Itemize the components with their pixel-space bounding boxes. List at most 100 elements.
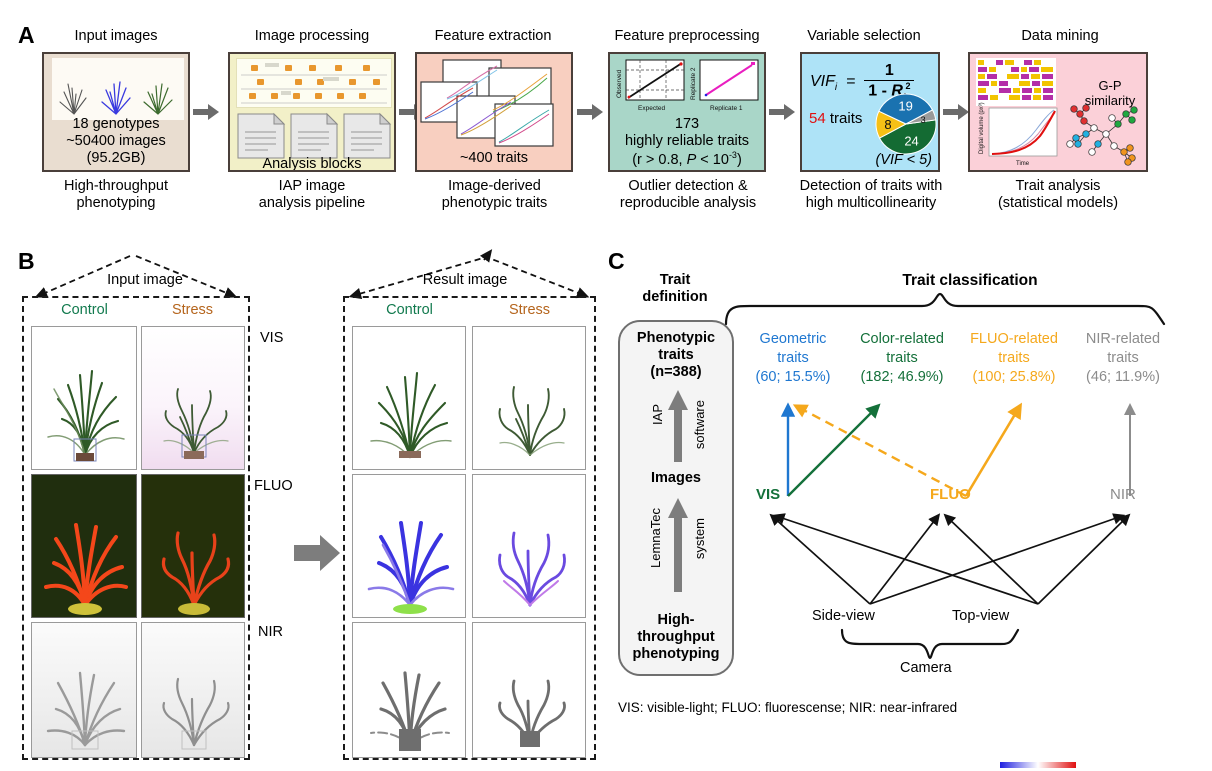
- stage-box-feature-preprocessing: Observed Expected Replicate 2 Replicate …: [608, 52, 766, 172]
- trait-definition-title-line-2: definition: [642, 288, 708, 305]
- pie-slice-label: 24: [904, 134, 918, 149]
- nir-line2: traits: [1107, 349, 1139, 366]
- stage-title-variable-selection: Variable selection: [807, 28, 921, 44]
- row-label-nir: NIR: [258, 624, 283, 640]
- stage-box-variable-selection: VIFi = 1 1 - Ri2 54 traits 24 8 19 3 (VIF <…: [800, 52, 940, 172]
- qq-ylabel: Observed: [616, 69, 623, 98]
- camera-top-view-label: Top-view: [952, 608, 1010, 624]
- input-nir-stress-image: [141, 622, 245, 758]
- pie-slice-label: 8: [884, 117, 891, 132]
- lemnatec-label: LemnaTec: [648, 508, 663, 568]
- growth-ylabel: Digital volume (px³): [979, 102, 985, 154]
- stage-caption-data-mining: Trait analysis (statistical models): [968, 178, 1148, 212]
- input-fluo-control-image: [31, 474, 137, 618]
- stage-box-image-processing: Analysis blocks: [228, 52, 396, 172]
- caption-line-1: High-throughput: [64, 178, 168, 194]
- result-control-label: Control: [386, 302, 433, 318]
- flow-arrow-4: [769, 104, 795, 120]
- system-label: system: [692, 518, 707, 560]
- trait-class-fluo-related: FLUO-related traits (100; 25.8%): [955, 330, 1073, 387]
- caption-line-2: phenotyping: [76, 195, 156, 212]
- stage-title-feature-preprocessing: Feature preprocessing: [614, 28, 760, 44]
- transform-arrow: [294, 535, 340, 571]
- vif-traits-text: 54 traits: [809, 110, 862, 127]
- trait-classification-brace: [724, 292, 1166, 326]
- nir-name: NIR-related: [1085, 331, 1161, 347]
- gp-line-1: G-P: [1098, 78, 1122, 93]
- stage-title-image-processing: Image processing: [254, 28, 370, 44]
- gp-line-2: similarity: [1084, 93, 1136, 109]
- row-label-fluo: FLUO: [254, 478, 293, 494]
- input-nir-control-image: [31, 622, 137, 758]
- stage-caption-input-images: High-throughput phenotyping: [32, 178, 200, 212]
- trait-class-color-related: Color-related traits (182; 46.9%): [843, 330, 961, 387]
- stage-box-data-mining: Digital volume (px³) Time G-P similarity: [968, 52, 1148, 172]
- growth-curve-plot: Digital volume (px³) Time: [976, 102, 1060, 168]
- pie-slice-label: 3: [921, 115, 926, 125]
- geo-line2: traits: [777, 349, 809, 366]
- replicate-plot: Replicate 2 Replicate 1: [688, 58, 764, 114]
- input-vis-control-image: [31, 326, 137, 470]
- stage-box-feature-extraction: ~400 traits: [415, 52, 573, 172]
- stage-caption-feature-extraction: Image-derived phenotypic traits: [402, 178, 587, 212]
- panel-c-letter: C: [608, 248, 625, 274]
- input-box-line-1: 18 genotypes: [72, 116, 160, 132]
- images-label: Images: [651, 470, 701, 486]
- input-box-line-3: (95.2GB): [86, 149, 146, 166]
- vif-pie-chart: 24 8 19 3: [874, 92, 938, 156]
- stage-title-input-images: Input images: [74, 28, 158, 44]
- caption-line-1: Detection of traits with: [799, 178, 943, 194]
- preproc-line-3: (r > 0.8, P < 10-3): [632, 149, 742, 168]
- vif-note: (VIF < 5): [875, 152, 932, 168]
- qq-xlabel: Expected: [638, 105, 665, 112]
- stage-box-input-images: 18 genotypes ~50400 images (95.2GB): [42, 52, 190, 172]
- result-nir-stress-image: [472, 622, 586, 758]
- modality-label-fluo: FLUO: [930, 486, 971, 503]
- flow-arrow-3: [577, 104, 603, 120]
- iap-software-arrow: [667, 390, 689, 462]
- caption-line-2: analysis pipeline: [258, 195, 366, 212]
- vif-formula: VIFi = 1 1 - Ri2: [810, 62, 915, 102]
- col-line2: traits: [886, 349, 918, 366]
- flu-line2: traits: [998, 349, 1030, 366]
- htp-line-3: phenotyping: [632, 645, 720, 662]
- modality-label-vis: VIS: [756, 486, 781, 503]
- caption-line-1: Image-derived: [448, 178, 541, 194]
- software-label: software: [692, 400, 707, 450]
- pheno-line-1: Phenotypic: [636, 330, 716, 346]
- caption-line-2: reproducible analysis: [619, 195, 757, 212]
- input-fluo-stress-image: [141, 474, 245, 618]
- result-stress-label: Stress: [508, 302, 551, 318]
- input-images-thumbnail: [52, 58, 184, 120]
- pie-slice: [878, 119, 937, 155]
- rep-xlabel: Replicate 1: [710, 105, 743, 112]
- modality-to-class-arrows: [730, 396, 1180, 500]
- analysis-block-docs: [237, 112, 392, 159]
- iap-label: IAP: [650, 404, 665, 425]
- trait-class-nir-related: NIR-related traits (46; 11.9%): [1068, 330, 1178, 387]
- high-throughput-phenotyping-label: High- throughput phenotyping: [620, 612, 732, 662]
- vif-traits-word: traits: [829, 110, 863, 127]
- row-label-vis: VIS: [260, 330, 284, 346]
- traits-count-label: ~400 traits: [459, 150, 529, 166]
- geo-name: Geometric: [759, 331, 827, 347]
- caption-line-2: phenotypic traits: [441, 195, 548, 212]
- correlation-colorbar: [1000, 762, 1076, 768]
- caption-line-2: high multicollinearity: [805, 195, 937, 212]
- phenotypic-traits-label: Phenotypic traits (n=388): [620, 330, 732, 380]
- flow-arrow-1: [193, 104, 219, 120]
- preproc-line-2: highly reliable traits: [624, 132, 750, 149]
- panel-b-input-image-title: Input image: [107, 272, 183, 288]
- stage-caption-variable-selection: Detection of traits with high multicolli…: [764, 178, 978, 212]
- result-image-pointer-arrows: [330, 249, 598, 302]
- vif-traits-count: 54: [809, 110, 826, 127]
- modality-label-nir: NIR: [1110, 486, 1136, 503]
- stage-caption-image-processing: IAP image analysis pipeline: [218, 178, 406, 212]
- result-fluo-control-image: [352, 474, 466, 618]
- pheno-line-3: (n=388): [650, 363, 702, 380]
- stage-caption-feature-preprocessing: Outlier detection & reproducible analysi…: [588, 178, 788, 212]
- panel-c-footnote: VIS: visible-light; FLUO: fluorescense; …: [618, 700, 958, 715]
- trait-definition-pipeline-box: Phenotypic traits (n=388) IAP software I…: [618, 320, 734, 676]
- gp-similarity-label: G-P similarity: [1074, 78, 1146, 109]
- lemnatec-system-arrow: [667, 498, 689, 592]
